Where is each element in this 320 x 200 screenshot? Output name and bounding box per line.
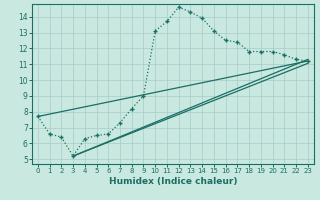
X-axis label: Humidex (Indice chaleur): Humidex (Indice chaleur) <box>108 177 237 186</box>
